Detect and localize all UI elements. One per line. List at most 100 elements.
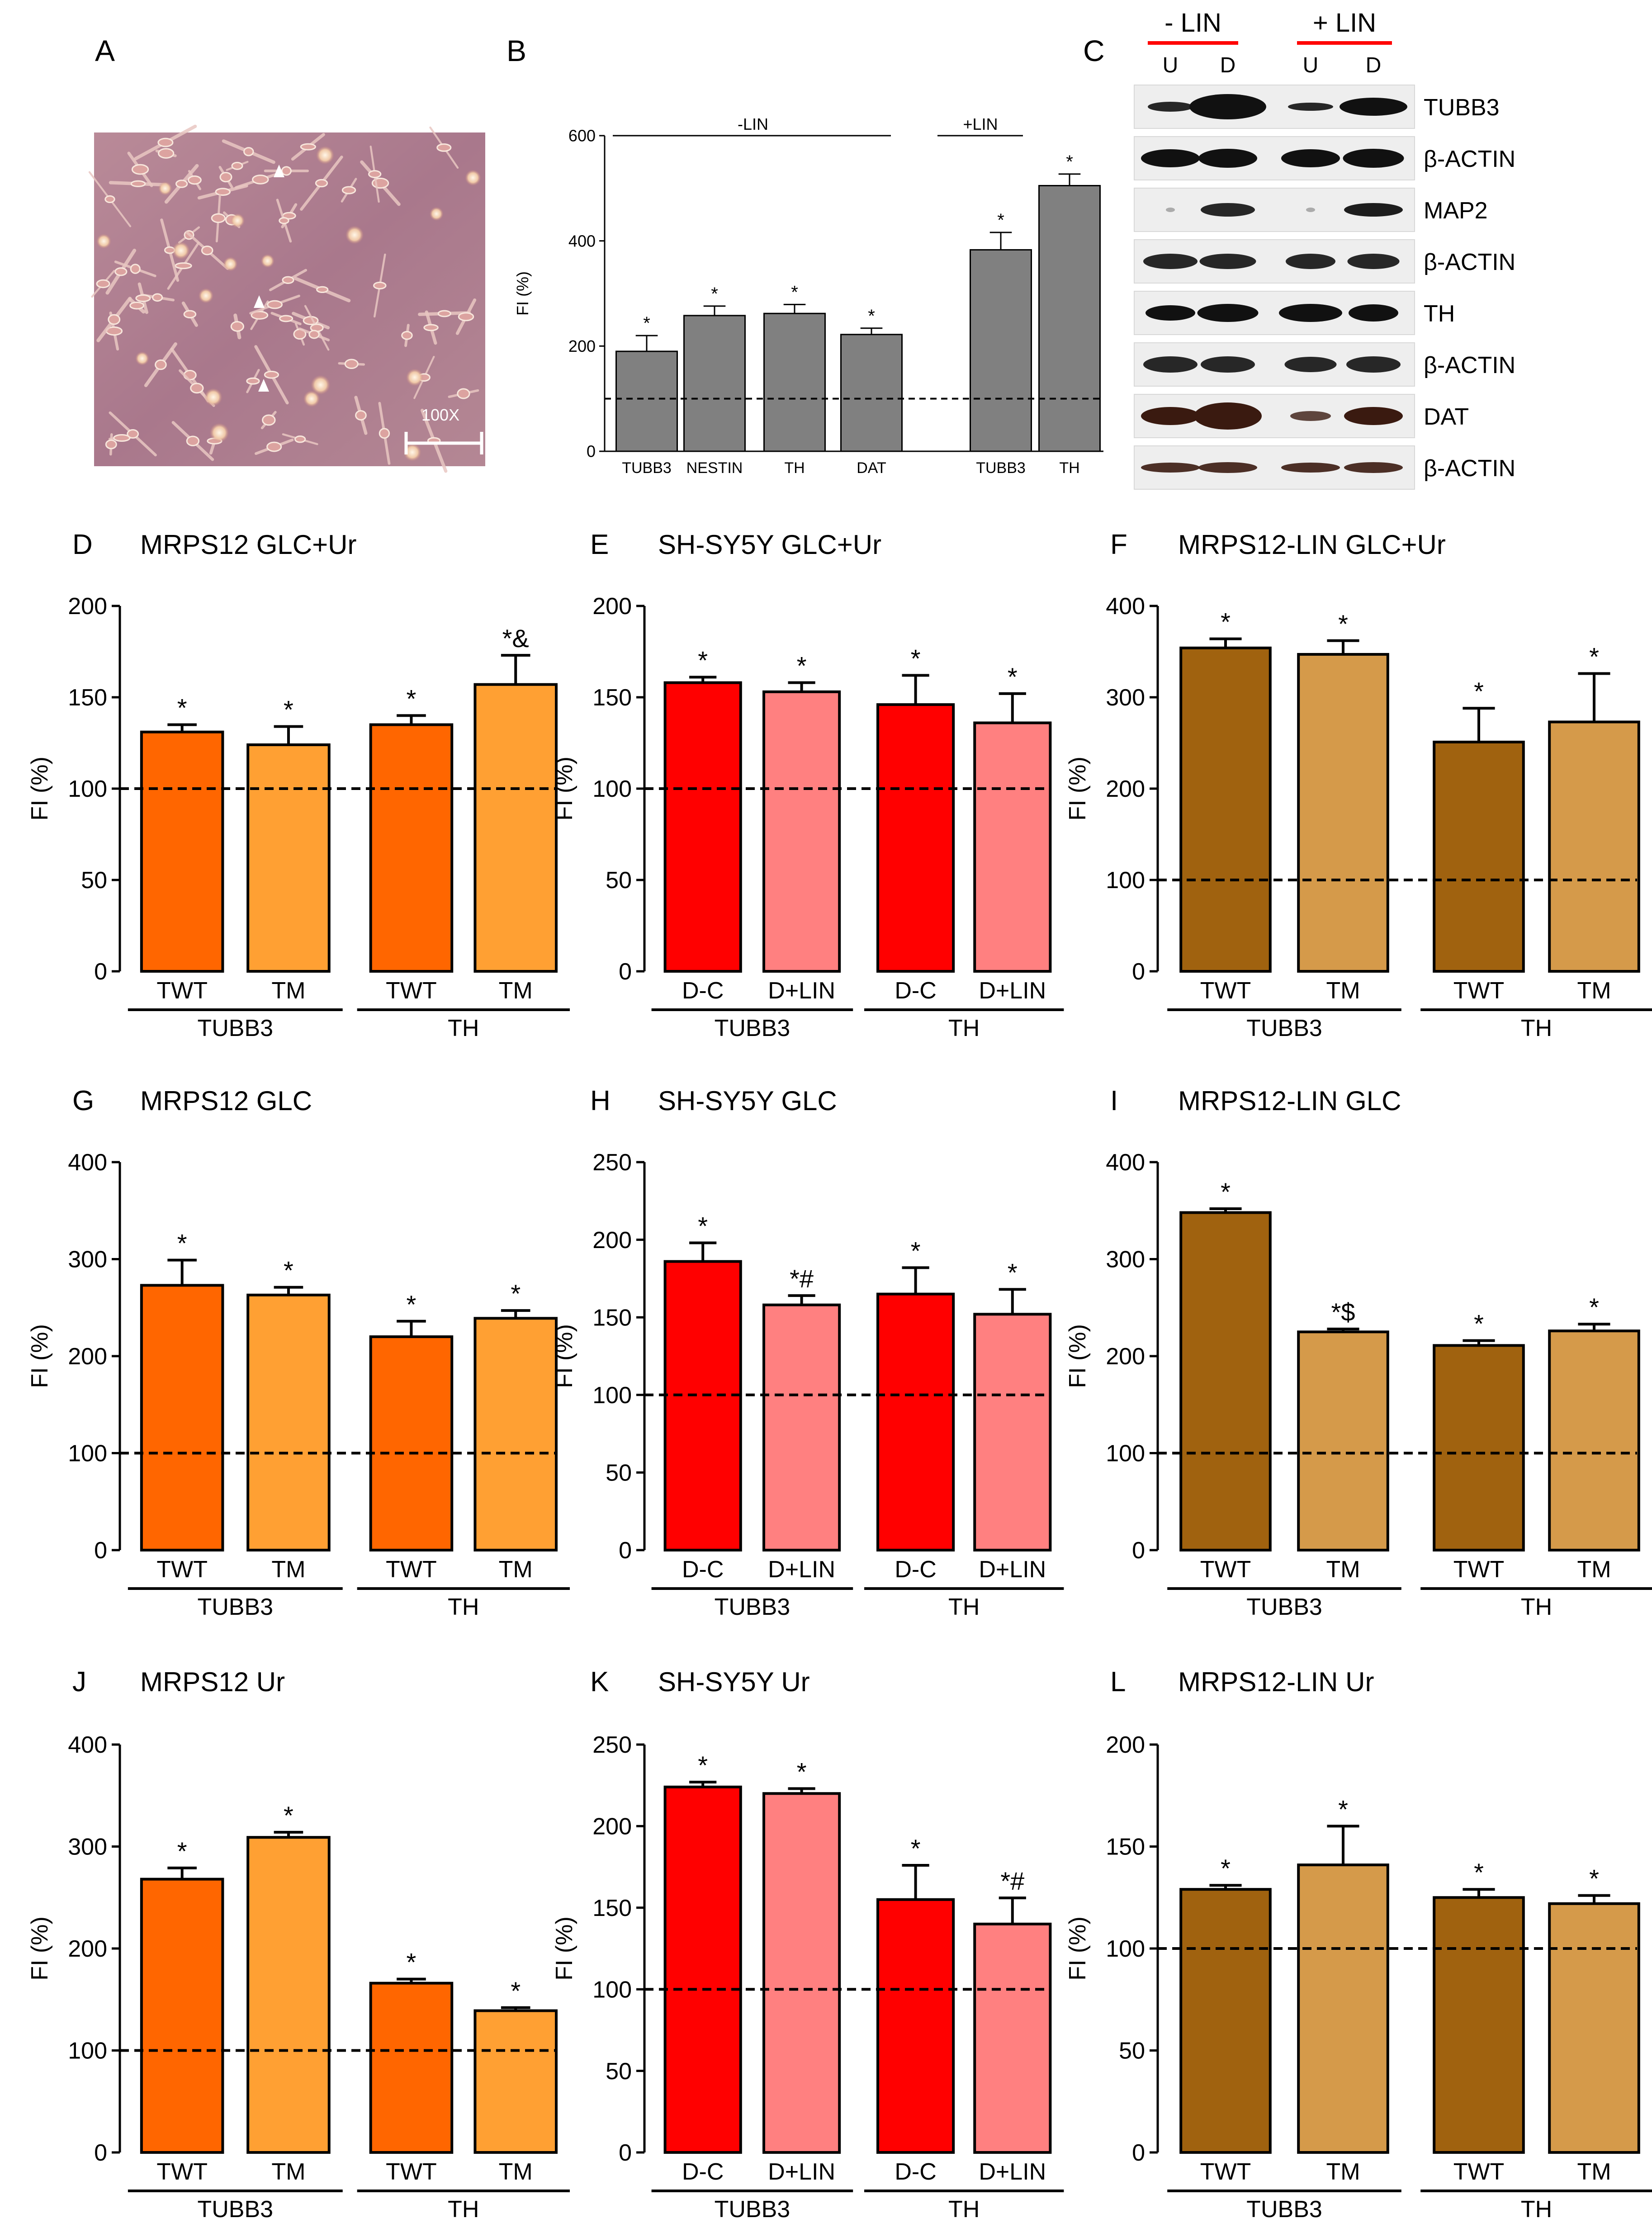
cell-body [135,294,151,303]
chart-panel-l: L MRPS12-LIN Ur 0 50 100 150 200 FI (%) * * * * TWT T… [1065,1666,1652,2223]
chart-panel-e: E SH-SY5Y GLC+Ur 0 50 100 150 200 FI (%) * * * * D-C… [551,529,1064,1041]
micrograph-panel-a: 100X [88,124,485,473]
cell-body [279,217,289,224]
group-bracket-label: TUBB3 [197,1594,273,1620]
bar-charts: 0 200 400 600 FI (%) * * * * * * TUBB3 NESTIN TH DAT TU… [27,115,1652,2223]
significance-label: * [407,684,417,713]
bar [246,1293,331,1551]
bar [762,690,841,973]
micrograph-cells [88,124,481,473]
round-cell [316,146,335,165]
cell-body [266,441,282,452]
y-tick-label: 100 [1106,867,1145,894]
y-tick-label: 400 [568,232,596,250]
significance-label: * [1474,1858,1484,1887]
arrowhead-marker [258,379,269,392]
y-tick-label: 250 [592,1732,632,1758]
y-tick-label: 200 [1106,1732,1145,1758]
blot-band [1143,356,1198,373]
scale-bar [404,432,483,454]
cell-body [246,377,260,385]
x-category-label: TM [1577,1556,1611,1583]
blot-band [1279,304,1342,322]
bar [973,1922,1052,2154]
cell-body [127,429,139,439]
group-bracket-label: TUBB3 [1246,1015,1322,1041]
x-category-label: TWT [156,1556,208,1583]
y-tick-label: 100 [592,1977,632,2003]
significance-label: * [643,313,650,333]
y-tick-label: 0 [619,2140,632,2166]
panel-letter-a: A [95,34,115,67]
y-tick-label: 50 [606,2058,632,2085]
x-category-label: TWT [1453,978,1505,1004]
y-axis-label: FI (%) [1065,1324,1091,1388]
bar [1179,646,1272,973]
y-axis-label: FI (%) [1065,757,1091,821]
round-cell [311,375,331,395]
group-bracket-label: +LIN [963,115,998,133]
bar [1038,185,1101,452]
x-category-label: TWT [156,2159,208,2185]
y-tick-label: 0 [1132,2140,1145,2166]
round-cell [158,181,172,195]
significance-label: * [797,652,807,680]
chart-title: SH-SY5Y GLC+Ur [658,530,881,560]
y-tick-label: 200 [68,1936,107,1962]
x-category-label: D-C [682,978,724,1004]
group-bracket-label: TH [948,1594,980,1620]
blot-band [1199,254,1256,269]
cell-body [130,264,141,274]
x-category-label: TWT [1200,978,1251,1004]
y-tick-label: 0 [1132,959,1145,985]
blot-band [1281,149,1340,167]
x-category-label: TUBB3 [622,459,672,477]
y-tick-label: 200 [592,1814,632,1840]
cell-body [379,428,390,439]
x-category-label: D+LIN [768,978,835,1004]
group-bracket-label: TH [948,1015,980,1041]
x-category-label: TM [271,1556,305,1583]
group-bracket-label: TUBB3 [197,1015,273,1041]
bar [1297,1330,1389,1551]
cell-body [201,246,213,255]
round-cell [209,423,229,443]
blot-band [1198,462,1257,473]
y-axis-label: FI (%) [27,1324,53,1388]
cell-body [262,414,276,426]
significance-label: * [868,306,875,326]
cell-body [267,300,283,309]
chart-panel-i: I MRPS12-LIN GLC 0 100 200 300 400 FI (%) * *$ * * T… [1065,1085,1652,1620]
y-tick-label: 100 [68,1441,107,1467]
blot-row-label: β-ACTIN [1424,352,1515,378]
bar [1297,1863,1389,2154]
y-tick-label: 300 [68,1834,107,1860]
x-category-label: D-C [895,978,936,1004]
bar [1548,1902,1640,2154]
panel-letter: I [1110,1085,1118,1116]
blot-band [1197,304,1259,322]
x-category-label: D+LIN [979,978,1046,1004]
group-bracket-label: TH [1521,1015,1552,1041]
group-bracket-label: TH [448,1015,479,1041]
significance-label: * [911,1236,921,1265]
y-tick-label: 100 [68,776,107,802]
significance-label: * [1338,1795,1348,1823]
western-blot-panel-c: - LIN + LIN U D U D TUBB3 β-ACTIN MAP2 β-ACTIN TH β… [1134,8,1515,490]
micrograph-scale-label: 100X [421,406,459,424]
round-cell [403,443,421,462]
significance-label: * [177,1229,187,1258]
significance-label: * [698,646,708,675]
x-category-label: D+LIN [979,1556,1046,1583]
group-bracket-label: TH [1521,2196,1552,2223]
blot-band [1143,254,1198,269]
bar [1548,1329,1640,1551]
y-tick-label: 400 [1106,1149,1145,1176]
bar [970,249,1032,452]
y-axis-label: FI (%) [551,757,577,821]
group-bracket-label: TUBB3 [715,1015,790,1041]
group-bracket-label: TH [1521,1594,1552,1620]
y-tick-label: 100 [592,1382,632,1409]
arrowhead-marker [274,165,284,177]
